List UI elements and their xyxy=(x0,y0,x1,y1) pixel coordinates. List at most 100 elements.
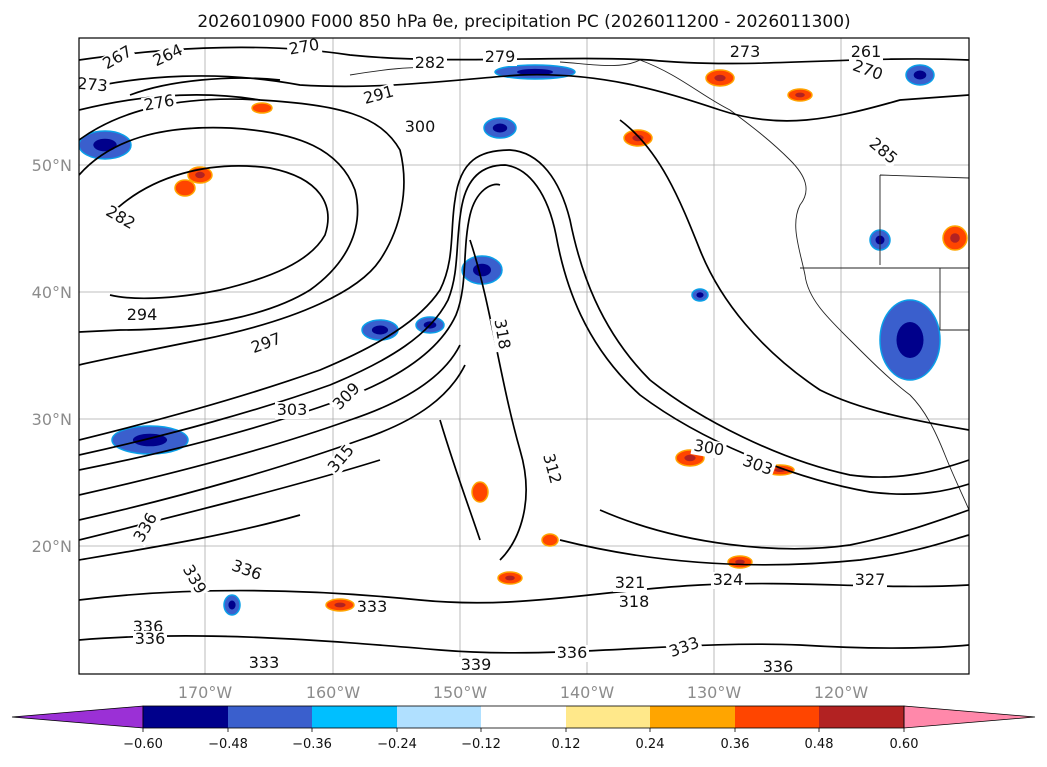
contour-label-bg xyxy=(324,440,359,478)
contour-label-bg xyxy=(141,92,178,115)
lon-axis: 170°W 160°W 150°W 140°W 130°W 120°W xyxy=(178,683,869,702)
contour-label-bg xyxy=(864,134,902,169)
negative-precip-area xyxy=(483,117,517,139)
colorbar-segments xyxy=(11,705,1036,729)
contour-line xyxy=(79,73,969,122)
positive-precip-area xyxy=(325,598,355,612)
contour-label: 318 xyxy=(619,592,650,611)
contour-label-bg xyxy=(227,556,266,585)
contour-label: 327 xyxy=(855,570,886,589)
colorbar-extend-low xyxy=(11,705,144,729)
contour-line xyxy=(109,165,329,300)
contour-label-bg xyxy=(761,659,795,674)
colorbar-tick-label: −0.60 xyxy=(123,737,163,752)
positive-precip-area xyxy=(251,102,273,114)
lon-label: 160°W xyxy=(306,683,361,702)
negative-precip-area xyxy=(223,594,241,616)
contour-label-bg xyxy=(853,572,887,589)
contour-label: 270 xyxy=(287,35,320,59)
colorbar-segment xyxy=(650,706,735,728)
contour-label-bg xyxy=(149,41,188,71)
colorbar-tick-label: −0.24 xyxy=(377,737,417,752)
positive-precip-area xyxy=(727,555,753,569)
positive-precip-area xyxy=(942,225,968,251)
contour-line xyxy=(439,239,527,561)
contour-line xyxy=(79,98,405,366)
contour-label-bg xyxy=(355,599,389,616)
negative-precip-area xyxy=(494,64,576,80)
contour-label-bg xyxy=(848,56,887,85)
contour-label-bg xyxy=(711,572,745,589)
contour-label-bg xyxy=(459,657,493,674)
precip-features xyxy=(79,64,968,616)
colorbar-tick-label: 0.60 xyxy=(890,737,919,752)
contour-label: 336 xyxy=(763,657,794,676)
contour-label: 336 xyxy=(135,629,166,648)
negative-precip-area xyxy=(111,425,189,455)
colorbar-tick-label: −0.12 xyxy=(461,737,501,752)
contour-label-bg xyxy=(79,75,111,96)
contour-label-bg xyxy=(247,329,286,358)
colorbar-segment xyxy=(143,706,228,728)
contour-label-bg xyxy=(617,594,651,611)
colorbar-segment xyxy=(397,706,481,728)
map-frame xyxy=(78,37,970,675)
colorbar-ticks: −0.60 −0.48 −0.36 −0.24 −0.12 0.12 0.24 0.36 0.4… xyxy=(123,728,918,752)
contour-label-bg xyxy=(360,83,398,109)
contour-label: 339 xyxy=(461,655,492,674)
contour-label-bg xyxy=(178,560,210,599)
contour-label-bg xyxy=(613,575,647,592)
positive-precip-area xyxy=(705,69,735,87)
contour-label-bg xyxy=(665,633,704,662)
figure-title: 2026010900 F000 850 hPa θe, precipitatio… xyxy=(197,12,850,32)
contour-label: 294 xyxy=(127,305,158,324)
contour-line xyxy=(79,459,381,561)
lat-label: 30°N xyxy=(32,410,72,429)
state-borders xyxy=(800,174,969,331)
lat-label: 40°N xyxy=(32,283,72,302)
colorbar-tick-label: 0.48 xyxy=(805,737,834,752)
negative-precip-area xyxy=(879,299,941,381)
contour-label-bg xyxy=(849,44,883,61)
contour-line xyxy=(79,582,969,604)
lat-label: 50°N xyxy=(32,156,72,175)
negative-precip-area xyxy=(691,288,709,302)
colorbar-segment xyxy=(566,706,650,728)
contour-label: 333 xyxy=(357,597,388,616)
negative-precip-area xyxy=(361,319,399,341)
contour-line xyxy=(79,164,969,495)
colorbar-segment xyxy=(819,706,904,728)
colorbar-tick-label: −0.48 xyxy=(208,737,248,752)
colorbar-segment xyxy=(481,706,566,728)
contour-label: 273 xyxy=(730,42,761,61)
positive-precip-area xyxy=(497,571,523,585)
colorbar-segment xyxy=(228,706,312,728)
contour-label: 303 xyxy=(277,400,308,419)
contour-label-bg xyxy=(483,49,517,66)
contour-label-bg xyxy=(98,42,137,74)
contour-line xyxy=(79,126,359,333)
colorbar: −0.60 −0.48 −0.36 −0.24 −0.12 0.12 0.24 0.36 0.4… xyxy=(11,705,1036,752)
contour-label-bg xyxy=(328,378,365,415)
map-background xyxy=(79,38,969,674)
positive-precip-area xyxy=(787,88,813,102)
contour-label: 279 xyxy=(485,47,516,66)
colorbar-extend-high xyxy=(903,705,1036,729)
contour-label-bg xyxy=(728,44,762,61)
lon-label: 130°W xyxy=(687,683,742,702)
contour-line xyxy=(79,183,501,471)
contour-line xyxy=(79,149,969,478)
contour-label: 324 xyxy=(713,570,744,589)
colorbar-tick-label: −0.36 xyxy=(292,737,332,752)
contour-label-bg xyxy=(555,645,589,662)
contour-label: 282 xyxy=(415,53,446,72)
positive-precip-area xyxy=(174,179,196,197)
contour-label-bg xyxy=(413,55,447,72)
contour-label-bg xyxy=(125,307,159,324)
colorbar-segment xyxy=(735,706,819,728)
contour-line xyxy=(619,119,969,431)
lat-axis: 50°N 40°N 30°N 20°N xyxy=(32,156,72,556)
